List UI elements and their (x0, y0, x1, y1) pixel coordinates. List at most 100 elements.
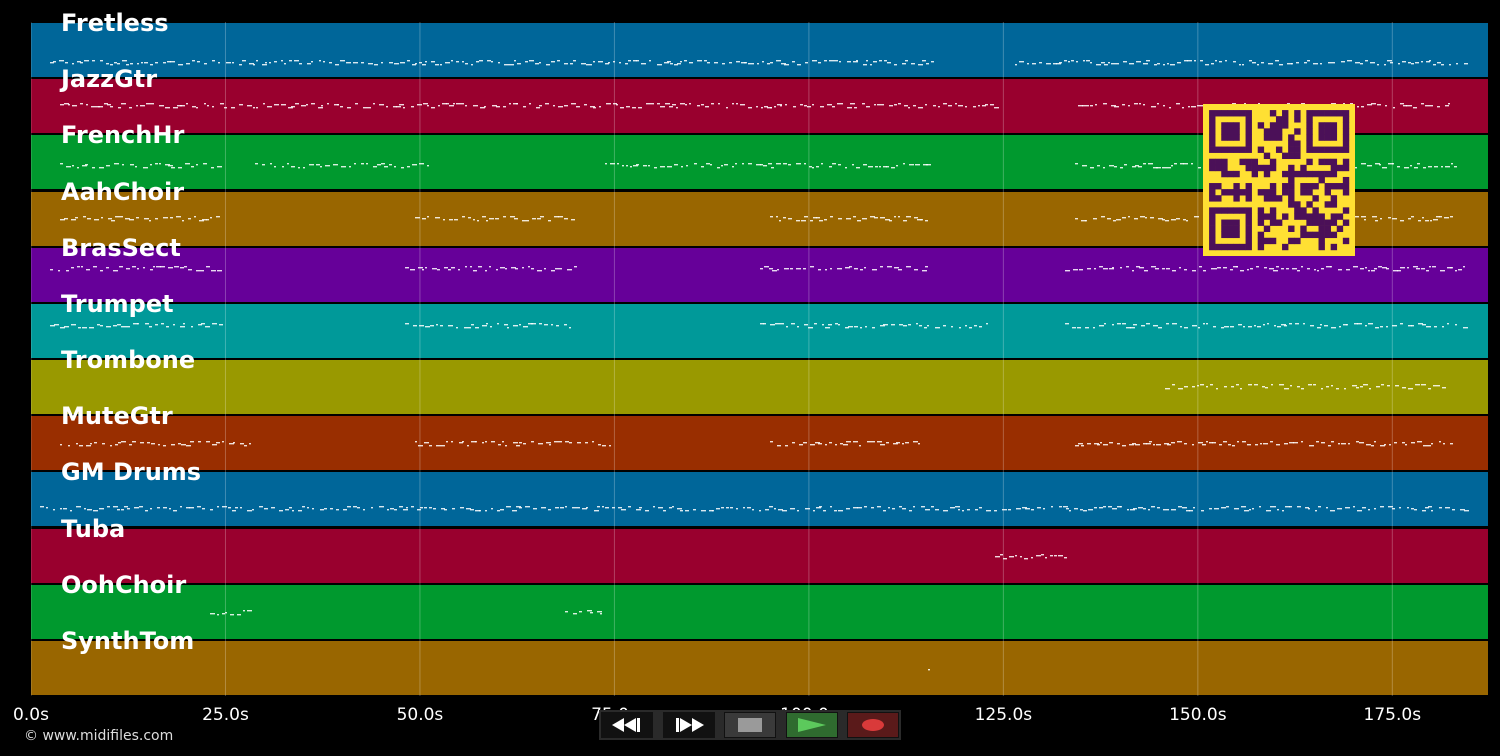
qr-module (1312, 195, 1319, 202)
qr-module (1330, 122, 1338, 129)
track-name: Fretless (61, 9, 169, 37)
record-button[interactable] (847, 712, 899, 738)
qr-module (1312, 207, 1319, 214)
track-lane: Trumpet (31, 292, 1488, 358)
qr-module (1233, 128, 1240, 135)
qr-module (1330, 170, 1338, 178)
qr-module (1233, 146, 1240, 153)
qr-module (1233, 225, 1240, 232)
qr-module (1336, 183, 1344, 190)
qr-module (1245, 195, 1252, 202)
qr-module (1324, 170, 1331, 178)
qr-module (1269, 122, 1277, 129)
axis-tick-label: 175.0s (1363, 705, 1422, 725)
qr-module (1269, 195, 1277, 202)
qr-module (1239, 189, 1246, 196)
stop-button[interactable] (724, 712, 776, 738)
qr-module (1288, 152, 1295, 160)
qr-module (1300, 207, 1307, 214)
qr-module (1324, 134, 1331, 141)
track-name: BrasSect (61, 233, 181, 262)
qr-module (1275, 128, 1283, 135)
qr-module (1330, 213, 1338, 220)
qr-module (1209, 164, 1216, 172)
qr-module (1306, 146, 1313, 153)
qr-module (1288, 176, 1295, 184)
qr-module (1257, 189, 1265, 196)
qr-module (1245, 189, 1252, 196)
qr-module (1209, 183, 1216, 190)
qr-module (1306, 219, 1313, 226)
qr-module (1245, 122, 1252, 129)
transport-controls (599, 710, 901, 740)
qr-module (1300, 213, 1307, 220)
qr-module (1257, 213, 1265, 220)
qr-module (1257, 219, 1265, 226)
qr-module (1288, 140, 1295, 147)
qr-module (1330, 128, 1338, 135)
track-name: OohChoir (61, 570, 187, 599)
qr-module (1209, 231, 1216, 239)
qr-module (1251, 170, 1259, 178)
qr-module (1282, 110, 1289, 117)
qr-module (1330, 219, 1338, 226)
qr-module (1342, 219, 1350, 226)
track-lane: SynthTom (31, 629, 1488, 695)
fast-forward-button[interactable] (662, 712, 715, 738)
qr-module (1269, 158, 1277, 166)
qr-module (1227, 225, 1234, 232)
qr-module (1269, 164, 1277, 172)
qr-module (1245, 128, 1252, 135)
axis-tick-label: 125.0s (974, 705, 1033, 725)
qr-module (1227, 243, 1234, 251)
track-name: Trumpet (61, 289, 174, 318)
qr-module (1257, 207, 1265, 214)
qr-module (1257, 164, 1265, 172)
qr-module (1215, 207, 1222, 214)
qr-module (1263, 134, 1271, 141)
qr-module (1275, 116, 1283, 123)
qr-module (1324, 128, 1331, 135)
qr-module (1245, 164, 1252, 172)
qr-module (1263, 128, 1271, 135)
play-icon (797, 718, 826, 732)
qr-module (1263, 152, 1271, 160)
play-button[interactable] (785, 712, 838, 738)
qr-module (1215, 146, 1222, 153)
qr-module (1239, 146, 1246, 153)
axis-tick-label: 0.0s (13, 705, 49, 725)
qr-module (1245, 116, 1252, 123)
qr-module (1342, 116, 1350, 123)
qr-module (1221, 122, 1228, 129)
qr-module (1324, 189, 1331, 196)
qr-module (1245, 213, 1252, 220)
axis-tick-label: 50.0s (396, 705, 444, 725)
qr-module (1318, 128, 1325, 135)
rewind-button[interactable] (601, 712, 653, 738)
qr-module (1233, 243, 1240, 251)
qr-module (1209, 195, 1216, 202)
qr-module (1282, 122, 1289, 129)
qr-module (1215, 195, 1222, 202)
qr-module (1336, 213, 1344, 220)
qr-code (1203, 104, 1355, 256)
qr-module (1275, 195, 1283, 202)
qr-module (1342, 164, 1350, 172)
qr-module (1245, 183, 1252, 190)
qr-module (1227, 128, 1234, 135)
qr-module (1233, 195, 1240, 202)
qr-module (1215, 243, 1222, 251)
qr-module (1209, 189, 1216, 196)
qr-module (1227, 110, 1234, 117)
qr-module (1215, 164, 1222, 172)
track-lane: OohChoir (31, 573, 1488, 639)
track-lane: BrasSect (31, 236, 1488, 302)
qr-module (1209, 219, 1216, 226)
qr-module (1330, 146, 1338, 153)
qr-module (1215, 183, 1222, 190)
qr-module (1306, 189, 1313, 196)
qr-module (1324, 110, 1331, 117)
qr-module (1275, 146, 1283, 153)
qr-module (1233, 189, 1240, 196)
qr-module (1275, 219, 1283, 226)
